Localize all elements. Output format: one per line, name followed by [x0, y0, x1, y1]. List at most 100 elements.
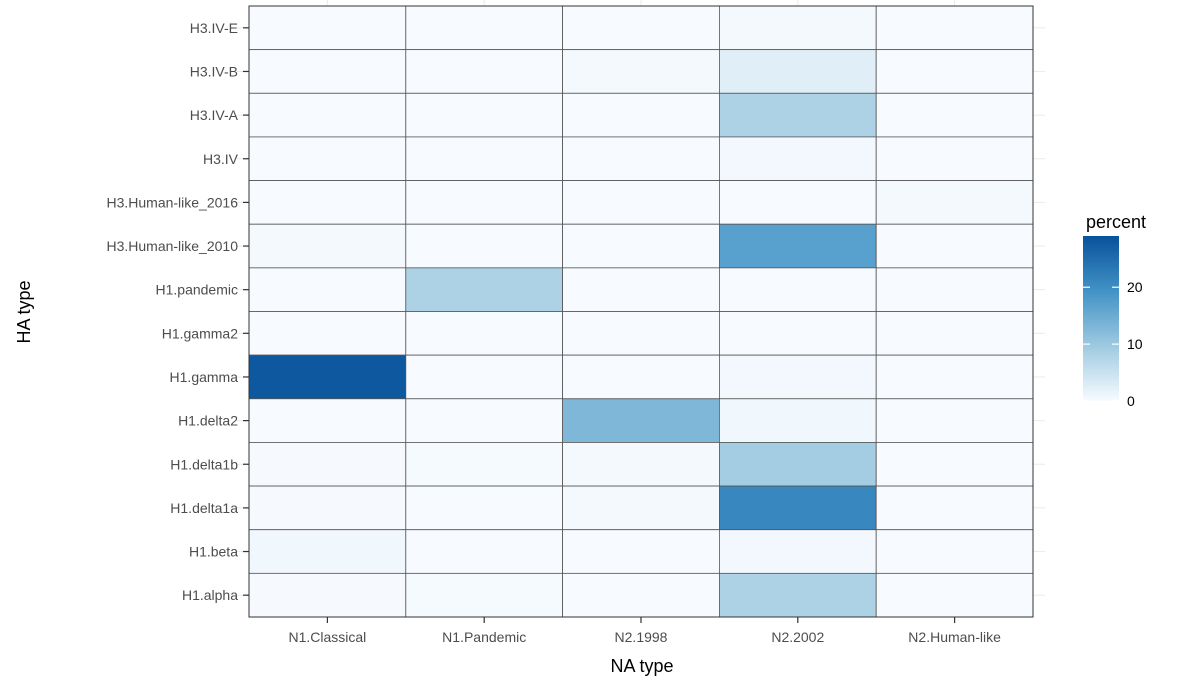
legend-tick-label: 0	[1127, 393, 1135, 409]
heatmap-cell	[562, 572, 720, 618]
heatmap-cell	[875, 136, 1034, 181]
legend-title: percent	[1086, 212, 1146, 232]
heatmap-cell	[875, 223, 1034, 269]
heatmap-cell	[248, 354, 407, 400]
heatmap-cell	[405, 267, 563, 312]
heatmap-cell	[875, 529, 1034, 574]
heatmap-cell	[562, 180, 720, 225]
heatmap-cell	[562, 136, 720, 181]
heatmap-cell	[248, 136, 407, 181]
heatmap-cell	[562, 354, 720, 400]
heatmap-cell	[719, 92, 877, 138]
y-tick-label: H1.alpha	[182, 587, 238, 603]
heatmap-cell	[405, 485, 563, 531]
heatmap-cell	[719, 485, 877, 531]
heatmap-cell	[719, 572, 877, 618]
legend: percent 0 10 20	[1083, 212, 1146, 409]
y-tick-label: H3.Human-like_2010	[106, 238, 238, 254]
y-tick-label: H3.IV-E	[190, 20, 238, 36]
y-tick-label: H1.gamma2	[162, 325, 238, 341]
y-tick-label: H1.pandemic	[156, 282, 239, 298]
heatmap-cell	[875, 572, 1034, 618]
heatmap-cell	[405, 223, 563, 269]
heatmap-cell	[248, 5, 407, 51]
heatmap-cell	[405, 442, 563, 487]
heatmap-cell	[562, 5, 720, 51]
heatmap-cell	[248, 311, 407, 356]
y-tick-label: H3.IV	[203, 151, 239, 167]
y-axis: H3.IV-E H3.IV-B H3.IV-A H3.IV H3.Human-like_…	[106, 20, 249, 603]
heatmap-cell	[405, 529, 563, 574]
heatmap-cell	[405, 398, 563, 443]
x-tick-label: N1.Pandemic	[442, 629, 526, 645]
heatmap-cell	[562, 485, 720, 531]
heatmap-cell	[562, 529, 720, 574]
heatmap-cell	[719, 49, 877, 94]
x-tick-label: N2.1998	[615, 629, 668, 645]
heatmap-cell	[562, 442, 720, 487]
heatmap-cell	[248, 49, 407, 94]
y-tick-label: H3.IV-B	[190, 63, 238, 79]
heatmap-cell	[719, 136, 877, 181]
heatmap-cell	[405, 180, 563, 225]
legend-tick-label: 20	[1127, 279, 1143, 295]
heatmap-cell	[875, 92, 1034, 138]
heatmap-cell	[562, 398, 720, 443]
x-tick-label: N2.Human-like	[908, 629, 1001, 645]
y-tick-label: H1.delta1b	[170, 456, 238, 472]
heatmap-cell	[719, 311, 877, 356]
heatmap-cell	[875, 180, 1034, 225]
heatmap-cell	[248, 485, 407, 531]
heatmap-cell	[719, 442, 877, 487]
heatmap-cell	[405, 311, 563, 356]
heatmap-cell	[248, 223, 407, 269]
heatmap-cell	[248, 442, 407, 487]
x-tick-label: N2.2002	[771, 629, 824, 645]
heatmap-cell	[875, 354, 1034, 400]
heatmap-cell	[719, 223, 877, 269]
heatmap-cell	[562, 49, 720, 94]
heatmap-cell	[405, 572, 563, 618]
y-tick-label: H1.gamma	[170, 369, 239, 385]
heatmap-cell	[562, 267, 720, 312]
x-axis: N1.Classical N1.Pandemic N2.1998 N2.2002 N2.…	[288, 617, 1001, 645]
heatmap-cell	[875, 267, 1034, 312]
legend-ticks: 0 10 20	[1083, 279, 1143, 409]
heatmap-cell	[875, 442, 1034, 487]
x-axis-title: NA type	[610, 656, 673, 676]
heatmap-cell	[719, 529, 877, 574]
y-tick-label: H1.delta2	[178, 413, 238, 429]
heatmap-cell	[875, 311, 1034, 356]
heatmap-cells	[248, 5, 1034, 618]
y-tick-label: H3.Human-like_2016	[106, 194, 238, 210]
heatmap-cell	[405, 136, 563, 181]
heatmap-cell	[248, 92, 407, 138]
heatmap-cell	[405, 5, 563, 51]
heatmap-cell	[248, 529, 407, 574]
heatmap-cell	[719, 398, 877, 443]
heatmap-cell	[248, 180, 407, 225]
heatmap-cell	[719, 354, 877, 400]
heatmap-cell	[248, 398, 407, 443]
heatmap-cell	[719, 5, 877, 51]
heatmap-cell	[405, 49, 563, 94]
heatmap-cell	[719, 267, 877, 312]
legend-tick-label: 10	[1127, 336, 1143, 352]
legend-colorbar	[1083, 236, 1119, 401]
heatmap-cell	[875, 485, 1034, 531]
y-tick-label: H1.delta1a	[170, 500, 238, 516]
heatmap-cell	[248, 572, 407, 618]
y-axis-title: HA type	[14, 280, 34, 343]
heatmap-cell	[405, 354, 563, 400]
heatmap-cell	[719, 180, 877, 225]
x-tick-label: N1.Classical	[288, 629, 366, 645]
heatmap-cell	[875, 49, 1034, 94]
heatmap-cell	[875, 398, 1034, 443]
heatmap-cell	[405, 92, 563, 138]
heatmap-cell	[875, 5, 1034, 51]
heatmap-cell	[248, 267, 407, 312]
heatmap-cell	[562, 92, 720, 138]
heatmap-cell	[562, 311, 720, 356]
heatmap-cell	[562, 223, 720, 269]
